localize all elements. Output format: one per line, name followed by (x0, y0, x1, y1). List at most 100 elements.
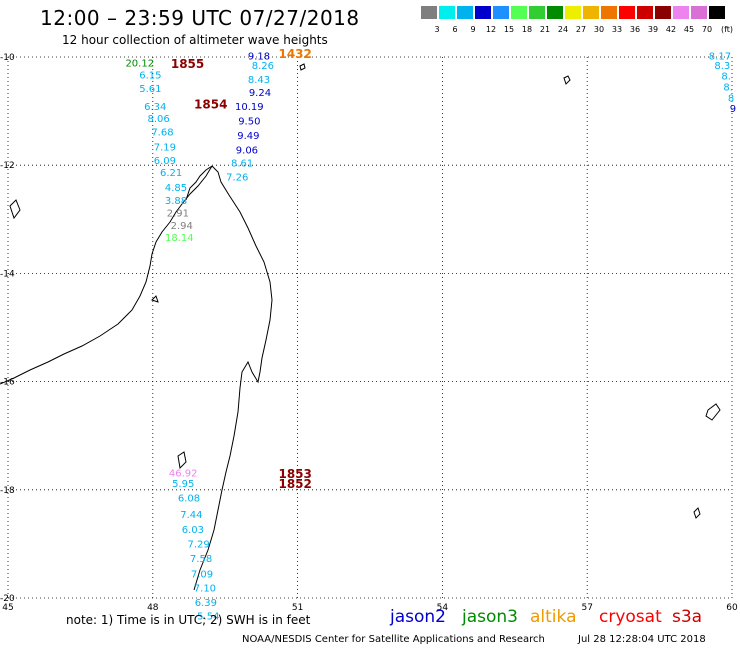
legend-swatch (529, 6, 545, 19)
legend-tick: 15 (503, 25, 515, 34)
legend-swatch (637, 6, 653, 19)
wave-height-value: 8 (728, 93, 734, 104)
coastline (0, 63, 721, 591)
legend-tick: 24 (557, 25, 569, 34)
map-title: 12:00 – 23:59 UTC 07/27/2018 (40, 6, 360, 30)
legend-swatch (709, 6, 725, 19)
legend-tick: 45 (683, 25, 695, 34)
legend-swatch (619, 6, 635, 19)
wave-height-value: 5.61 (139, 84, 161, 95)
lon-tick-label: 57 (581, 603, 592, 613)
islet-mauritius (693, 507, 701, 519)
lon-tick-label: 54 (437, 603, 449, 613)
wave-height-value: 7.26 (226, 172, 248, 183)
wave-height-value: 2.94 (171, 221, 193, 232)
pass-time-label: 1854 (194, 97, 227, 111)
wave-height-value: 5.95 (172, 479, 194, 490)
wave-height-value: 9.24 (249, 88, 271, 99)
wave-height-value: 7.58 (190, 554, 212, 565)
wave-height-value: 9.49 (237, 131, 259, 142)
graticule (7, 56, 733, 599)
lat-tick-label: -10 (0, 53, 15, 63)
lat-tick-label: -12 (0, 161, 15, 171)
islet-west (9, 199, 21, 220)
wave-height-value: 6.08 (178, 494, 200, 505)
legend-tick: 36 (629, 25, 641, 34)
wave-height-value: 9.50 (238, 117, 260, 128)
wave-height-value: 3.88 (165, 196, 187, 207)
legend-unit: (ft) (720, 25, 734, 34)
lon-tick-label: 45 (2, 603, 13, 613)
wave-height-value: 7.44 (180, 510, 202, 521)
cape-amber (185, 165, 213, 201)
wave-height-value: 8.43 (248, 75, 270, 86)
legend-swatch (511, 6, 527, 19)
wave-height-value: 6.39 (195, 598, 217, 609)
legend-swatch (601, 6, 617, 19)
legend-tick: 18 (521, 25, 533, 34)
satellite-jason3: jason3 (462, 607, 518, 627)
footnote: note: 1) Time is in UTC; 2) SWH is in fe… (66, 613, 311, 627)
wave-height-value: 10.19 (235, 102, 264, 113)
islet-east (563, 75, 571, 85)
pass-time-label: 1855 (171, 57, 204, 71)
satellite-s3a: s3a (672, 607, 703, 627)
legend-swatch (457, 6, 473, 19)
legend-tick: 30 (593, 25, 605, 34)
wave-height-value: 18.14 (165, 233, 194, 244)
wave-height-value: 7.10 (194, 584, 216, 595)
longitude-labels: 45 48 51 54 57 60 (2, 603, 738, 613)
wave-height-value: 2.91 (167, 209, 189, 220)
legend-swatch (547, 6, 563, 19)
islet-north (299, 63, 306, 71)
lat-tick-label: -14 (0, 269, 15, 279)
legend-tick: 42 (665, 25, 677, 34)
wave-height-value: 6.34 (144, 102, 166, 113)
wave-height-value: 9 (730, 104, 736, 115)
wave-height-value: 8. (723, 83, 733, 94)
wave-height-value: 6.15 (139, 71, 161, 82)
wave-height-value: 7.19 (154, 143, 176, 154)
pass-time-label: 1432 (278, 47, 311, 61)
wave-height-value: 9.06 (236, 145, 258, 156)
wave-height-value: 7.68 (151, 127, 173, 138)
wave-height-value: 4.85 (165, 183, 187, 194)
legend-swatch (655, 6, 671, 19)
legend-tick: 70 (701, 25, 713, 34)
wave-height-value: 7.29 (188, 540, 210, 551)
legend-swatch (565, 6, 581, 19)
wave-height-value: 20.12 (125, 59, 154, 70)
map-subtitle: 12 hour collection of altimeter wave hei… (62, 33, 328, 47)
satellite-cryosat: cryosat (599, 607, 662, 627)
wave-height-value: 6.09 (154, 156, 176, 167)
legend-tick: 3 (434, 25, 440, 34)
wave-height-value: 8.26 (252, 61, 274, 72)
wave-height-value: 7.09 (191, 569, 213, 580)
wave-height-value: 5.54 (197, 612, 219, 623)
wave-height-value: 8.61 (231, 158, 253, 169)
lat-tick-label: -16 (0, 378, 15, 388)
legend-swatch (583, 6, 599, 19)
wave-height-value: 8.17 (709, 52, 731, 63)
generation-timestamp: Jul 28 12:28:04 UTC 2018 (578, 634, 706, 645)
legend-tick: 6 (452, 25, 458, 34)
wave-height-value: 8. (721, 72, 731, 83)
wave-height-value: 9.18 (248, 52, 270, 63)
wave-height-value: 46.92 (169, 468, 198, 479)
legend-swatch (691, 6, 707, 19)
legend-swatch (493, 6, 509, 19)
satellite-altika: altika (530, 607, 577, 627)
legend-swatch (421, 6, 437, 19)
satellite-jason2: jason2 (390, 607, 446, 627)
wave-height-value: 6.21 (160, 168, 182, 179)
madagascar-coast (193, 165, 273, 591)
latitude-labels: -10 -12 -14 -16 -18 -20 (0, 53, 15, 604)
lon-tick-label: 60 (726, 603, 738, 613)
lon-tick-label: 51 (292, 603, 303, 613)
wave-height-value: 8.06 (147, 114, 169, 125)
pass-time-label: 1852 (278, 477, 311, 491)
legend-swatch (673, 6, 689, 19)
legend-tick: 12 (485, 25, 497, 34)
